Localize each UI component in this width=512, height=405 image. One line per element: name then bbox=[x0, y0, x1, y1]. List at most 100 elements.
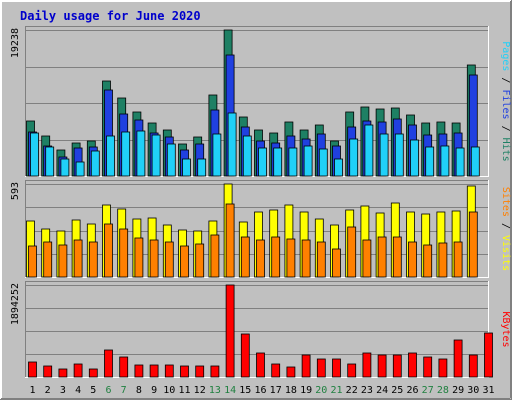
bar-kbytes-day-23 bbox=[362, 352, 372, 378]
panel-kbytes: 1894252 KBytes bbox=[10, 281, 511, 378]
bar-kbytes-day-13 bbox=[210, 365, 220, 378]
bar-sites-day-7 bbox=[119, 228, 129, 278]
bar-kbytes-day-26 bbox=[408, 352, 417, 378]
bar-sites-day-1 bbox=[28, 245, 37, 278]
bar-sites-day-6 bbox=[104, 223, 113, 278]
bar-pages-day-29 bbox=[455, 147, 465, 177]
bar-pages-day-30 bbox=[470, 146, 480, 177]
bar-sites-day-28 bbox=[438, 242, 448, 278]
bar-pages-day-4 bbox=[75, 161, 85, 177]
bar-kbytes-day-3 bbox=[58, 368, 68, 378]
bar-sites-day-29 bbox=[453, 241, 463, 278]
bar-kbytes-day-21 bbox=[332, 358, 341, 378]
axis-label-separator: / bbox=[500, 217, 511, 235]
x-tick-label: 20 bbox=[315, 385, 327, 396]
bar-sites-day-8 bbox=[134, 237, 144, 278]
x-tick-label: 29 bbox=[452, 385, 464, 396]
bar-pages-day-15 bbox=[242, 135, 252, 177]
right-axis-label: KBytes bbox=[500, 311, 511, 347]
bar-pages-day-25 bbox=[394, 133, 404, 177]
chart-panels: 19238 Pages / Files / Hits 593 Sites / Visi… bbox=[10, 26, 511, 378]
bar-pages-day-14 bbox=[227, 112, 237, 177]
x-tick-label: 24 bbox=[376, 385, 388, 396]
x-tick-label: 1 bbox=[29, 385, 35, 396]
bar-kbytes-day-9 bbox=[149, 364, 159, 378]
bar-pages-day-26 bbox=[410, 139, 419, 177]
bar-sites-day-13 bbox=[210, 234, 220, 278]
bar-sites-day-23 bbox=[362, 239, 372, 278]
bar-pages-day-9 bbox=[151, 134, 161, 177]
bar-sites-day-3 bbox=[58, 244, 68, 278]
bar-sites-day-12 bbox=[195, 243, 205, 278]
x-tick-label: 13 bbox=[209, 385, 221, 396]
x-tick-label: 10 bbox=[163, 385, 175, 396]
bar-pages-day-12 bbox=[197, 158, 207, 177]
bar-kbytes-day-20 bbox=[316, 358, 326, 378]
x-tick-label: 27 bbox=[422, 385, 434, 396]
x-tick-label: 26 bbox=[406, 385, 418, 396]
x-tick-label: 3 bbox=[60, 385, 66, 396]
bar-kbytes-day-28 bbox=[438, 358, 448, 378]
x-tick-label: 4 bbox=[75, 385, 81, 396]
bar-sites-day-21 bbox=[332, 248, 341, 278]
bar-pages-day-3 bbox=[60, 158, 70, 177]
bar-kbytes-day-29 bbox=[453, 339, 463, 378]
x-tick-label: 7 bbox=[121, 385, 127, 396]
x-tick-label: 18 bbox=[285, 385, 297, 396]
bar-pages-day-7 bbox=[121, 131, 131, 177]
x-tick-label: 22 bbox=[346, 385, 358, 396]
bar-pages-day-5 bbox=[90, 150, 100, 177]
bar-pages-day-16 bbox=[258, 147, 267, 177]
bar-pages-day-24 bbox=[379, 133, 389, 177]
bar-pages-day-1 bbox=[30, 132, 39, 177]
bar-kbytes-day-31 bbox=[484, 332, 493, 378]
right-axis-label: Sites / Visits bbox=[500, 187, 511, 271]
axis-label-pages: Pages bbox=[500, 41, 511, 71]
bar-sites-day-2 bbox=[43, 241, 53, 278]
bar-pages-day-22 bbox=[349, 138, 359, 177]
x-tick-label: 5 bbox=[90, 385, 96, 396]
bar-sites-day-27 bbox=[423, 244, 433, 278]
bar-kbytes-day-17 bbox=[271, 363, 281, 378]
bar-pages-day-27 bbox=[425, 146, 435, 177]
x-tick-label: 2 bbox=[45, 385, 51, 396]
x-tick-label: 17 bbox=[270, 385, 282, 396]
bar-pages-day-18 bbox=[288, 147, 298, 177]
bar-kbytes-day-11 bbox=[180, 365, 189, 378]
bar-kbytes-day-15 bbox=[240, 333, 250, 378]
axis-label-sites: Sites bbox=[500, 187, 511, 217]
bar-sites-day-20 bbox=[316, 241, 326, 278]
bar-kbytes-day-7 bbox=[119, 356, 129, 378]
x-tick-label: 21 bbox=[330, 385, 342, 396]
bar-pages-day-11 bbox=[182, 158, 191, 177]
bar-kbytes-day-8 bbox=[134, 364, 144, 378]
bar-sites-day-16 bbox=[256, 239, 265, 278]
bar-kbytes-day-22 bbox=[347, 363, 357, 378]
x-axis-labels: 1 2 3 4 5 6 7 8 9 10 11 12 13 14 15 16 17 18 19 20 21 22 23 24 2… bbox=[29, 385, 494, 396]
bar-kbytes-day-16 bbox=[256, 352, 265, 378]
bar-sites-day-15 bbox=[240, 236, 250, 278]
bar-pages-day-20 bbox=[318, 148, 328, 177]
bar-kbytes-day-6 bbox=[104, 349, 113, 378]
axis-label-separator: / bbox=[500, 71, 511, 89]
x-tick-label: 6 bbox=[105, 385, 111, 396]
bar-sites-day-10 bbox=[164, 241, 174, 278]
bar-pages-day-13 bbox=[212, 133, 222, 177]
bar-pages-day-8 bbox=[136, 130, 146, 177]
bar-kbytes-day-1 bbox=[28, 361, 37, 378]
bar-kbytes-day-27 bbox=[423, 356, 433, 378]
bar-pages-day-17 bbox=[273, 147, 283, 177]
x-tick-label: 28 bbox=[437, 385, 449, 396]
bar-pages-day-21 bbox=[334, 158, 343, 177]
bar-sites-day-19 bbox=[301, 239, 311, 278]
panel-sites-visits: 593 Sites / Visits bbox=[10, 180, 511, 278]
bar-sites-day-26 bbox=[408, 241, 417, 278]
axis-label-files: Files bbox=[500, 89, 511, 119]
axis-label-separator: / bbox=[500, 120, 511, 138]
x-tick-label: 12 bbox=[194, 385, 206, 396]
y-max-label: 593 bbox=[10, 182, 21, 200]
bar-sites-day-25 bbox=[392, 236, 402, 278]
x-tick-label: 31 bbox=[482, 385, 494, 396]
x-tick-label: 8 bbox=[136, 385, 142, 396]
